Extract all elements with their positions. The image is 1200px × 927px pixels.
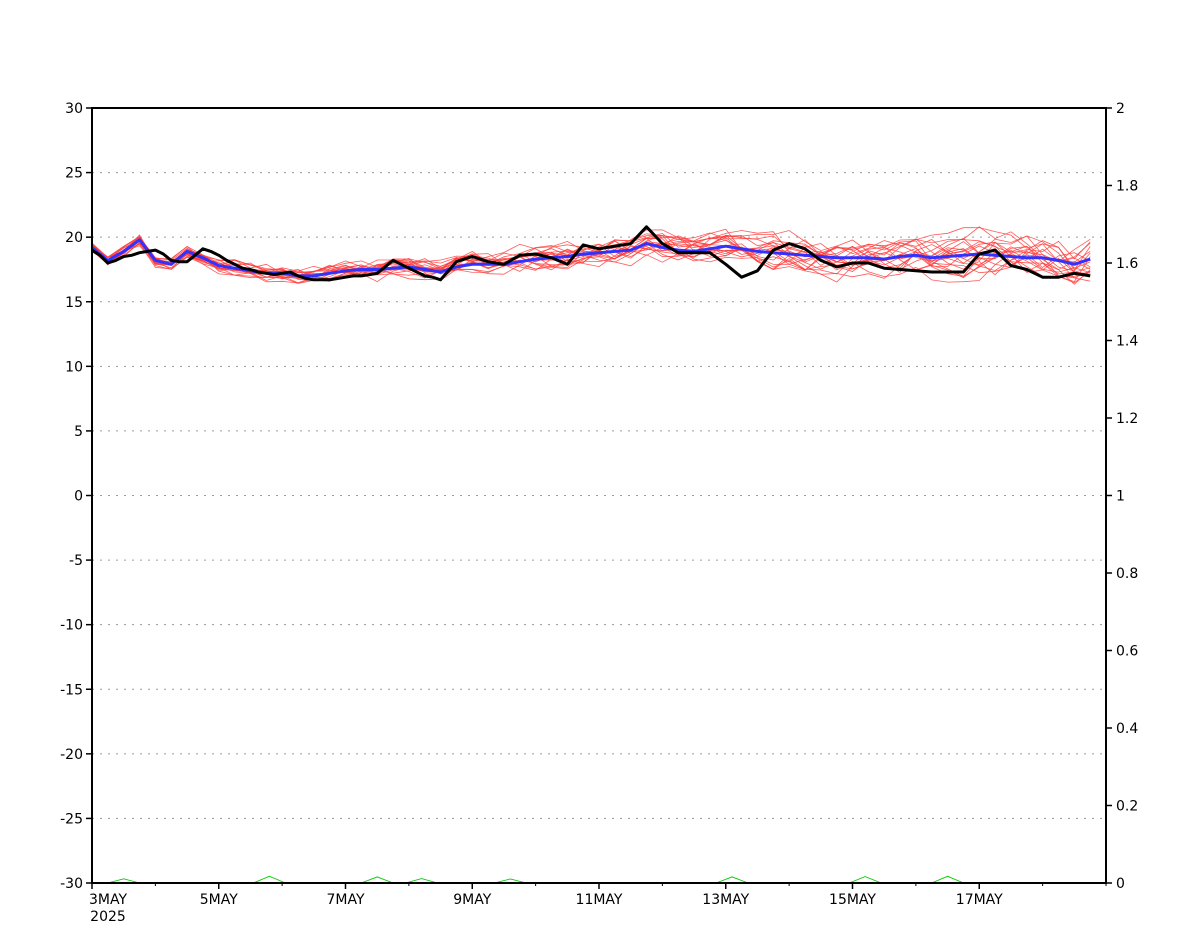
right-tick-label: 0.2: [1116, 799, 1138, 815]
precip-line: [931, 875, 964, 884]
left-tick-label: -15: [60, 682, 83, 698]
x-tick-label: 11MAY: [576, 892, 623, 908]
right-tick-label: 1: [1116, 489, 1125, 505]
x-tick-label: 7MAY: [326, 892, 364, 908]
precip-line: [494, 878, 527, 884]
left-tick-label: 30: [65, 101, 83, 117]
precip-line: [361, 876, 394, 884]
left-tick-label: 5: [74, 424, 83, 440]
x-tick-label: 3MAY: [89, 892, 127, 908]
precip-line: [107, 878, 140, 884]
x-axis: 3MAY 5MAY 7MAY 9MAY 11MAY 13MAY 15MAY 17MAY: [89, 883, 1107, 908]
right-tick-label: 0.6: [1116, 644, 1138, 660]
right-tick-label: 1.4: [1116, 334, 1138, 350]
precip-line: [715, 876, 749, 884]
right-y-axis: 2 1.8 1.6 1.4 1.2 1 0.8 0.6 0.4 0.2 0: [1106, 101, 1138, 892]
ensemble-member-line: [91, 227, 1091, 274]
right-tick-label: 2: [1116, 101, 1125, 117]
ensemble-member-line: [91, 237, 1091, 283]
precip-lines: [107, 875, 964, 884]
left-tick-label: 25: [65, 166, 83, 182]
x-tick-label: 5MAY: [200, 892, 238, 908]
x-tick-label: 15MAY: [829, 892, 876, 908]
left-tick-label: -30: [60, 876, 83, 892]
left-y-axis: 30 25 20 15 10 5 0 -5 -10 -15 -20 -25 -30: [60, 101, 92, 892]
left-tick-label: -20: [60, 747, 83, 763]
right-tick-label: 1.2: [1116, 411, 1138, 427]
precip-line: [849, 876, 882, 884]
ensemble-member-line: [91, 234, 1091, 284]
right-tick-label: 1.6: [1116, 256, 1138, 272]
ensemble-member-line: [91, 237, 1091, 285]
control-line-group: [91, 225, 1091, 282]
left-tick-label: 10: [65, 359, 83, 375]
left-tick-label: -10: [60, 618, 83, 634]
left-tick-label: 0: [74, 489, 83, 505]
right-tick-label: 1.8: [1116, 179, 1138, 195]
ensemble-member-lines: [91, 226, 1091, 285]
left-tick-label: 20: [65, 230, 83, 246]
horizontal-gridlines: [92, 172, 1106, 819]
right-tick-label: 0: [1116, 876, 1125, 892]
left-tick-label: -5: [69, 553, 83, 569]
precip-line: [405, 878, 438, 884]
left-tick-label: -25: [60, 811, 83, 827]
x-tick-label: 13MAY: [702, 892, 749, 908]
x-tick-label: 17MAY: [956, 892, 1003, 908]
right-tick-label: 0.8: [1116, 566, 1138, 582]
x-year-label: 2025: [90, 909, 126, 925]
precip-line: [253, 875, 286, 884]
control-line: [91, 225, 1091, 282]
right-tick-label: 0.4: [1116, 721, 1138, 737]
ensemble-member-line: [91, 237, 1091, 279]
left-tick-label: 15: [65, 295, 83, 311]
x-tick-label: 9MAY: [453, 892, 491, 908]
